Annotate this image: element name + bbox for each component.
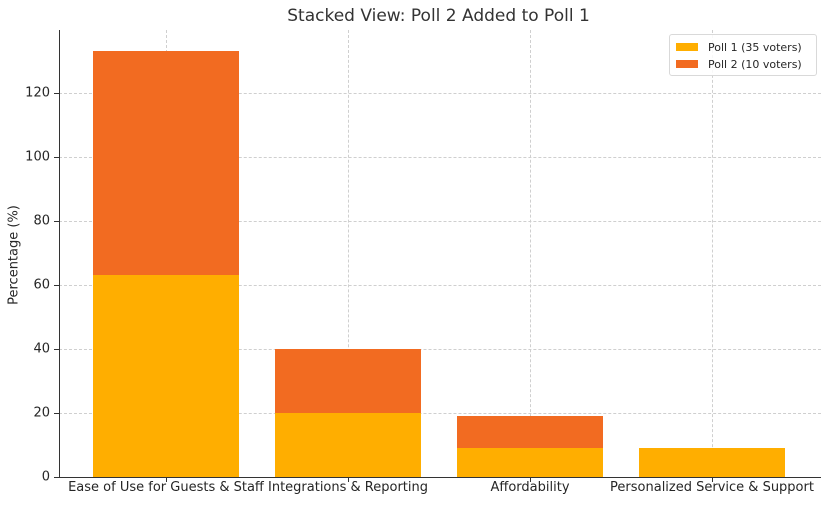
legend-label-poll-1: Poll 1 (35 voters)	[708, 40, 802, 54]
x-tick	[166, 477, 167, 482]
x-tick-label: Affordability	[490, 480, 570, 495]
x-tick	[712, 477, 713, 482]
x-tick-label: Personalized Service & Support	[610, 480, 814, 495]
y-axis-spine	[59, 30, 60, 478]
bar-segment-poll-1	[275, 413, 421, 477]
bar-segment-poll-2	[457, 416, 603, 449]
v-gridline	[530, 30, 531, 477]
y-tick	[54, 157, 59, 159]
v-gridline	[348, 30, 349, 477]
x-tick-label: Ease of Use for Guests & Staff	[68, 480, 264, 495]
y-tick-label: 80	[33, 213, 50, 229]
bar-segment-poll-1	[457, 448, 603, 477]
y-tick-label: 40	[33, 341, 50, 357]
legend-label-poll-2: Poll 2 (10 voters)	[708, 57, 802, 71]
legend-swatch-poll-1	[676, 43, 698, 51]
bar-segment-poll-1	[93, 275, 239, 477]
x-tick-label: Integrations & Reporting	[267, 480, 429, 495]
h-gridline	[59, 157, 821, 159]
bar-segment-poll-2	[275, 349, 421, 413]
chart-title: Stacked View: Poll 2 Added to Poll 1	[287, 6, 590, 26]
y-tick-label: 60	[33, 277, 50, 293]
y-axis-label: Percentage (%)	[6, 205, 22, 305]
y-tick-label: 20	[33, 405, 50, 421]
h-gridline	[59, 349, 821, 350]
h-gridline	[59, 285, 821, 287]
y-tick	[54, 413, 59, 414]
h-gridline	[59, 413, 821, 414]
legend-item-poll-1: Poll 1 (35 voters)	[676, 40, 802, 54]
y-tick	[54, 349, 59, 350]
y-tick-label: 0	[41, 469, 50, 485]
legend-swatch-poll-2	[676, 60, 698, 68]
x-tick	[530, 477, 531, 482]
bar-segment-poll-1	[639, 448, 785, 477]
y-tick	[54, 285, 59, 287]
h-gridline	[59, 221, 821, 223]
x-tick	[348, 477, 349, 482]
plot-area	[59, 30, 821, 477]
y-tick	[54, 93, 59, 95]
legend-item-poll-2: Poll 2 (10 voters)	[676, 57, 802, 71]
y-tick-label: 100	[25, 149, 50, 165]
y-tick-label: 120	[25, 85, 50, 101]
v-gridline	[712, 30, 713, 477]
legend: Poll 1 (35 voters) Poll 2 (10 voters)	[669, 34, 817, 76]
bar-segment-poll-2	[93, 51, 239, 276]
y-tick	[54, 477, 59, 478]
h-gridline	[59, 93, 821, 95]
x-axis-spine	[59, 477, 821, 478]
y-tick	[54, 221, 59, 223]
